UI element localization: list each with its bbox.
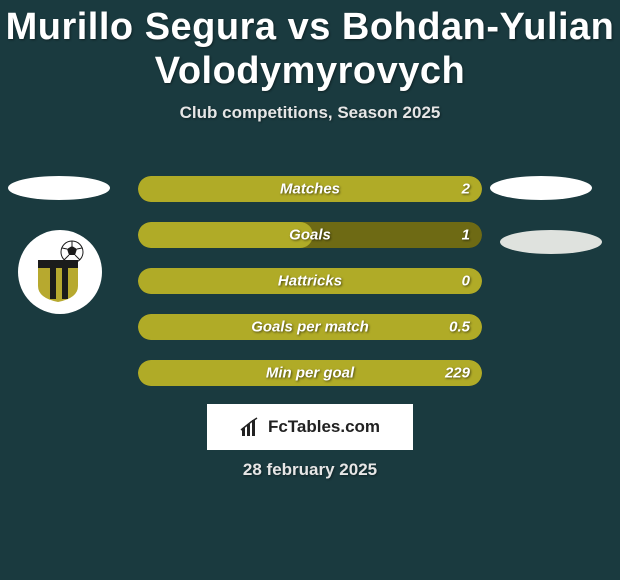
stat-bar: Hattricks0 bbox=[138, 268, 482, 294]
player-left-ellipse bbox=[8, 176, 110, 200]
stat-label: Min per goal bbox=[138, 365, 482, 382]
club-badge-graphic bbox=[28, 240, 92, 304]
club-badge bbox=[18, 230, 102, 314]
stat-value: 229 bbox=[445, 365, 470, 382]
stat-bar: Min per goal229 bbox=[138, 360, 482, 386]
title-line-2: Volodymyrovych bbox=[155, 50, 465, 92]
bar-chart-icon bbox=[240, 416, 262, 438]
title-line-1: Murillo Segura vs Bohdan-Yulian bbox=[6, 6, 615, 48]
stat-bar: Goals1 bbox=[138, 222, 482, 248]
source-logo: FcTables.com bbox=[207, 404, 413, 450]
stat-label: Hattricks bbox=[138, 273, 482, 290]
stat-label: Matches bbox=[138, 181, 482, 198]
stat-value: 2 bbox=[462, 181, 470, 198]
player-right-ellipse-2 bbox=[500, 230, 602, 254]
player-right-ellipse bbox=[490, 176, 592, 200]
date-label: 28 february 2025 bbox=[243, 460, 377, 480]
stat-label: Goals bbox=[138, 227, 482, 244]
stat-label: Goals per match bbox=[138, 319, 482, 336]
stat-bar: Goals per match0.5 bbox=[138, 314, 482, 340]
comparison-card: Murillo Segura vs Bohdan-Yulian Volodymy… bbox=[0, 0, 620, 580]
stats-list: Matches2Goals1Hattricks0Goals per match0… bbox=[138, 176, 482, 406]
stat-value: 0 bbox=[462, 273, 470, 290]
subtitle: Club competitions, Season 2025 bbox=[0, 103, 620, 123]
source-logo-text: FcTables.com bbox=[268, 417, 380, 437]
stat-value: 1 bbox=[462, 227, 470, 244]
stat-value: 0.5 bbox=[449, 319, 470, 336]
page-title: Murillo Segura vs Bohdan-Yulian Volodymy… bbox=[0, 0, 620, 93]
shield-icon bbox=[28, 240, 92, 304]
stat-bar: Matches2 bbox=[138, 176, 482, 202]
